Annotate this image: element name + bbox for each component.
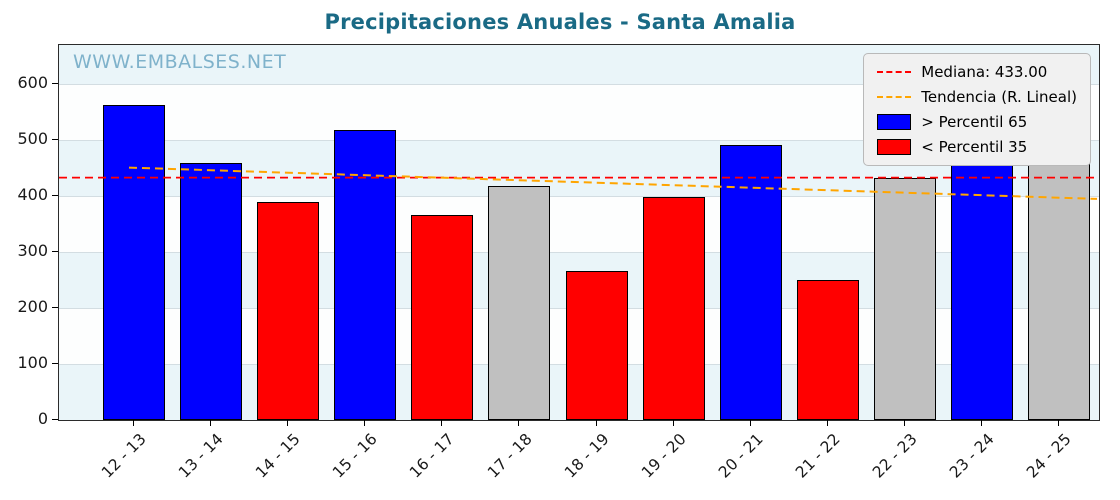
bar <box>1028 162 1090 420</box>
trend-line-sample <box>877 96 912 98</box>
above-percentile-patch <box>877 114 912 130</box>
below-percentile-patch <box>877 139 912 155</box>
x-tick-mark <box>133 420 134 426</box>
y-tick-mark <box>52 363 58 365</box>
x-tick-mark <box>518 420 520 426</box>
chart-title: Precipitaciones Anuales - Santa Amalia <box>324 10 796 34</box>
y-tick-label: 600 <box>17 73 48 93</box>
y-tick-label: 200 <box>17 297 48 317</box>
x-tick-mark <box>1058 420 1059 426</box>
y-tick-label: 500 <box>17 129 48 149</box>
bar <box>642 197 705 420</box>
gridline <box>59 84 1099 86</box>
legend-label: Tendencia (R. Lineal) <box>921 88 1077 106</box>
x-tick-label: 24 - 25 <box>1023 430 1075 482</box>
x-tick-mark <box>672 420 674 426</box>
y-tick-mark <box>52 419 58 420</box>
gridline <box>59 140 1099 142</box>
y-tick-mark <box>52 307 58 309</box>
plot-area: WWW.EMBALSES.NET Mediana: 433.00 Tendenci… <box>58 44 1100 421</box>
bar <box>411 214 474 420</box>
bar <box>565 270 628 420</box>
median-line-sample <box>877 71 912 73</box>
gridline <box>59 252 1099 254</box>
bar <box>873 177 936 420</box>
x-tick-label: 16 - 17 <box>406 430 459 482</box>
x-tick-mark <box>749 420 751 426</box>
overlay-lines <box>59 166 1099 200</box>
bar <box>796 280 859 420</box>
watermark: WWW.EMBALSES.NET <box>73 51 287 73</box>
y-tick-mark <box>52 83 58 85</box>
y-tick-label: 300 <box>17 241 48 261</box>
legend-item: Mediana: 433.00 <box>877 63 1077 81</box>
x-tick-label: 18 - 19 <box>560 430 613 482</box>
x-tick-label: 12 - 13 <box>98 430 150 482</box>
x-tick-mark <box>826 420 828 426</box>
legend-item: < Percentil 35 <box>877 138 1077 156</box>
bar <box>257 201 320 420</box>
x-tick-label: 15 - 16 <box>329 430 381 482</box>
x-tick-mark <box>287 420 289 426</box>
legend-label: < Percentil 35 <box>921 138 1028 156</box>
gridline <box>59 196 1099 198</box>
y-tick-label: 0 <box>37 409 48 428</box>
bar <box>103 105 165 420</box>
x-tick-label: 23 - 24 <box>946 430 998 482</box>
y-tick-label: 100 <box>17 353 48 373</box>
legend-item: > Percentil 65 <box>877 113 1077 131</box>
y-tick-mark <box>52 139 58 141</box>
bar <box>180 162 243 420</box>
y-tick-mark <box>52 251 58 253</box>
x-tick-label: 21 - 22 <box>791 430 844 482</box>
x-tick-label: 13 - 14 <box>175 430 227 482</box>
x-tick-label: 17 - 18 <box>483 430 536 482</box>
x-tick-label: 22 - 23 <box>869 430 921 482</box>
legend-label: Mediana: 433.00 <box>921 63 1048 81</box>
x-tick-mark <box>210 420 212 426</box>
bar <box>950 137 1013 420</box>
legend-label: > Percentil 65 <box>921 113 1028 131</box>
x-tick-mark <box>595 420 597 426</box>
bar <box>719 144 782 420</box>
bar <box>488 186 551 420</box>
x-tick-mark <box>903 420 905 426</box>
x-tick-mark <box>980 420 982 426</box>
legend: Mediana: 433.00 Tendencia (R. Lineal) > Pe… <box>863 53 1091 166</box>
trend-line <box>128 166 1098 200</box>
x-tick-label: 14 - 15 <box>252 430 304 482</box>
y-tick-label: 400 <box>17 185 48 205</box>
x-tick-mark <box>441 420 443 426</box>
x-tick-label: 19 - 20 <box>637 430 690 482</box>
x-tick-mark <box>364 420 366 426</box>
x-tick-label: 20 - 21 <box>714 430 767 482</box>
y-tick-mark <box>52 195 58 197</box>
legend-item: Tendencia (R. Lineal) <box>877 88 1077 106</box>
